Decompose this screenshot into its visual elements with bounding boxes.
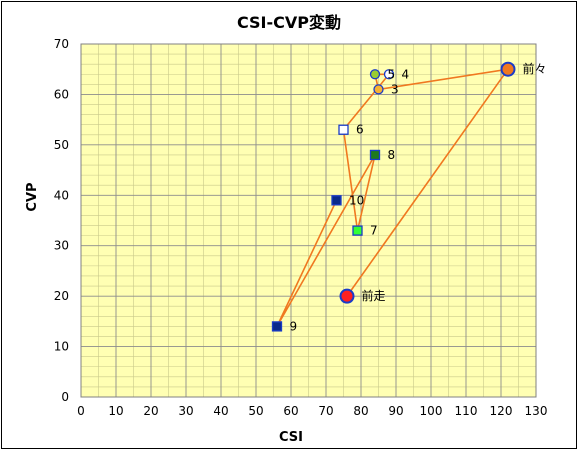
x-tick-label: 10 (108, 404, 123, 418)
data-label: 5 (388, 67, 396, 81)
trajectory-line (276, 68, 510, 327)
x-tick-label: 60 (283, 404, 298, 418)
y-tick-label: 20 (54, 289, 69, 303)
x-tick-label: 0 (77, 404, 85, 418)
data-point (369, 149, 381, 161)
chart-title: CSI-CVP変動 (237, 13, 341, 32)
x-tick-label: 30 (178, 404, 193, 418)
y-axis-label: CVP (25, 182, 40, 211)
data-label: 10 (349, 193, 364, 207)
data-label: 4 (402, 67, 410, 81)
x-tick-label: 80 (353, 404, 368, 418)
data-label: 3 (391, 82, 399, 96)
data-label: 9 (290, 319, 298, 333)
y-tick-label: 60 (54, 87, 69, 101)
data-point (369, 69, 381, 80)
data-label: 8 (388, 148, 396, 162)
x-tick-label: 50 (248, 404, 263, 418)
data-label: 7 (370, 224, 378, 238)
x-tick-label: 100 (420, 404, 443, 418)
data-point (352, 225, 363, 236)
x-tick-label: 120 (490, 404, 513, 418)
data-label: 前走 (362, 288, 386, 303)
x-tick-label: 90 (388, 404, 403, 418)
data-point (271, 321, 283, 332)
data-label: 6 (356, 123, 364, 137)
y-tick-label: 30 (54, 239, 69, 253)
y-tick-label: 0 (61, 390, 69, 404)
data-point (383, 69, 395, 80)
x-tick-label: 110 (455, 404, 478, 418)
x-axis-label: CSI (279, 430, 303, 445)
data-point (338, 124, 349, 135)
x-tick-label: 20 (143, 404, 158, 418)
data-point (331, 195, 342, 206)
x-tick-label: 130 (525, 404, 548, 418)
data-label: 前々 (523, 61, 547, 76)
data-point (339, 288, 355, 304)
y-tick-label: 10 (54, 340, 69, 354)
y-tick-label: 40 (54, 188, 69, 202)
plot-border (80, 43, 537, 398)
data-point (373, 84, 384, 95)
x-tick-label: 40 (213, 404, 228, 418)
y-tick-label: 70 (54, 37, 69, 51)
data-point (500, 61, 516, 77)
x-tick-label: 70 (318, 404, 333, 418)
y-tick-label: 50 (54, 138, 69, 152)
